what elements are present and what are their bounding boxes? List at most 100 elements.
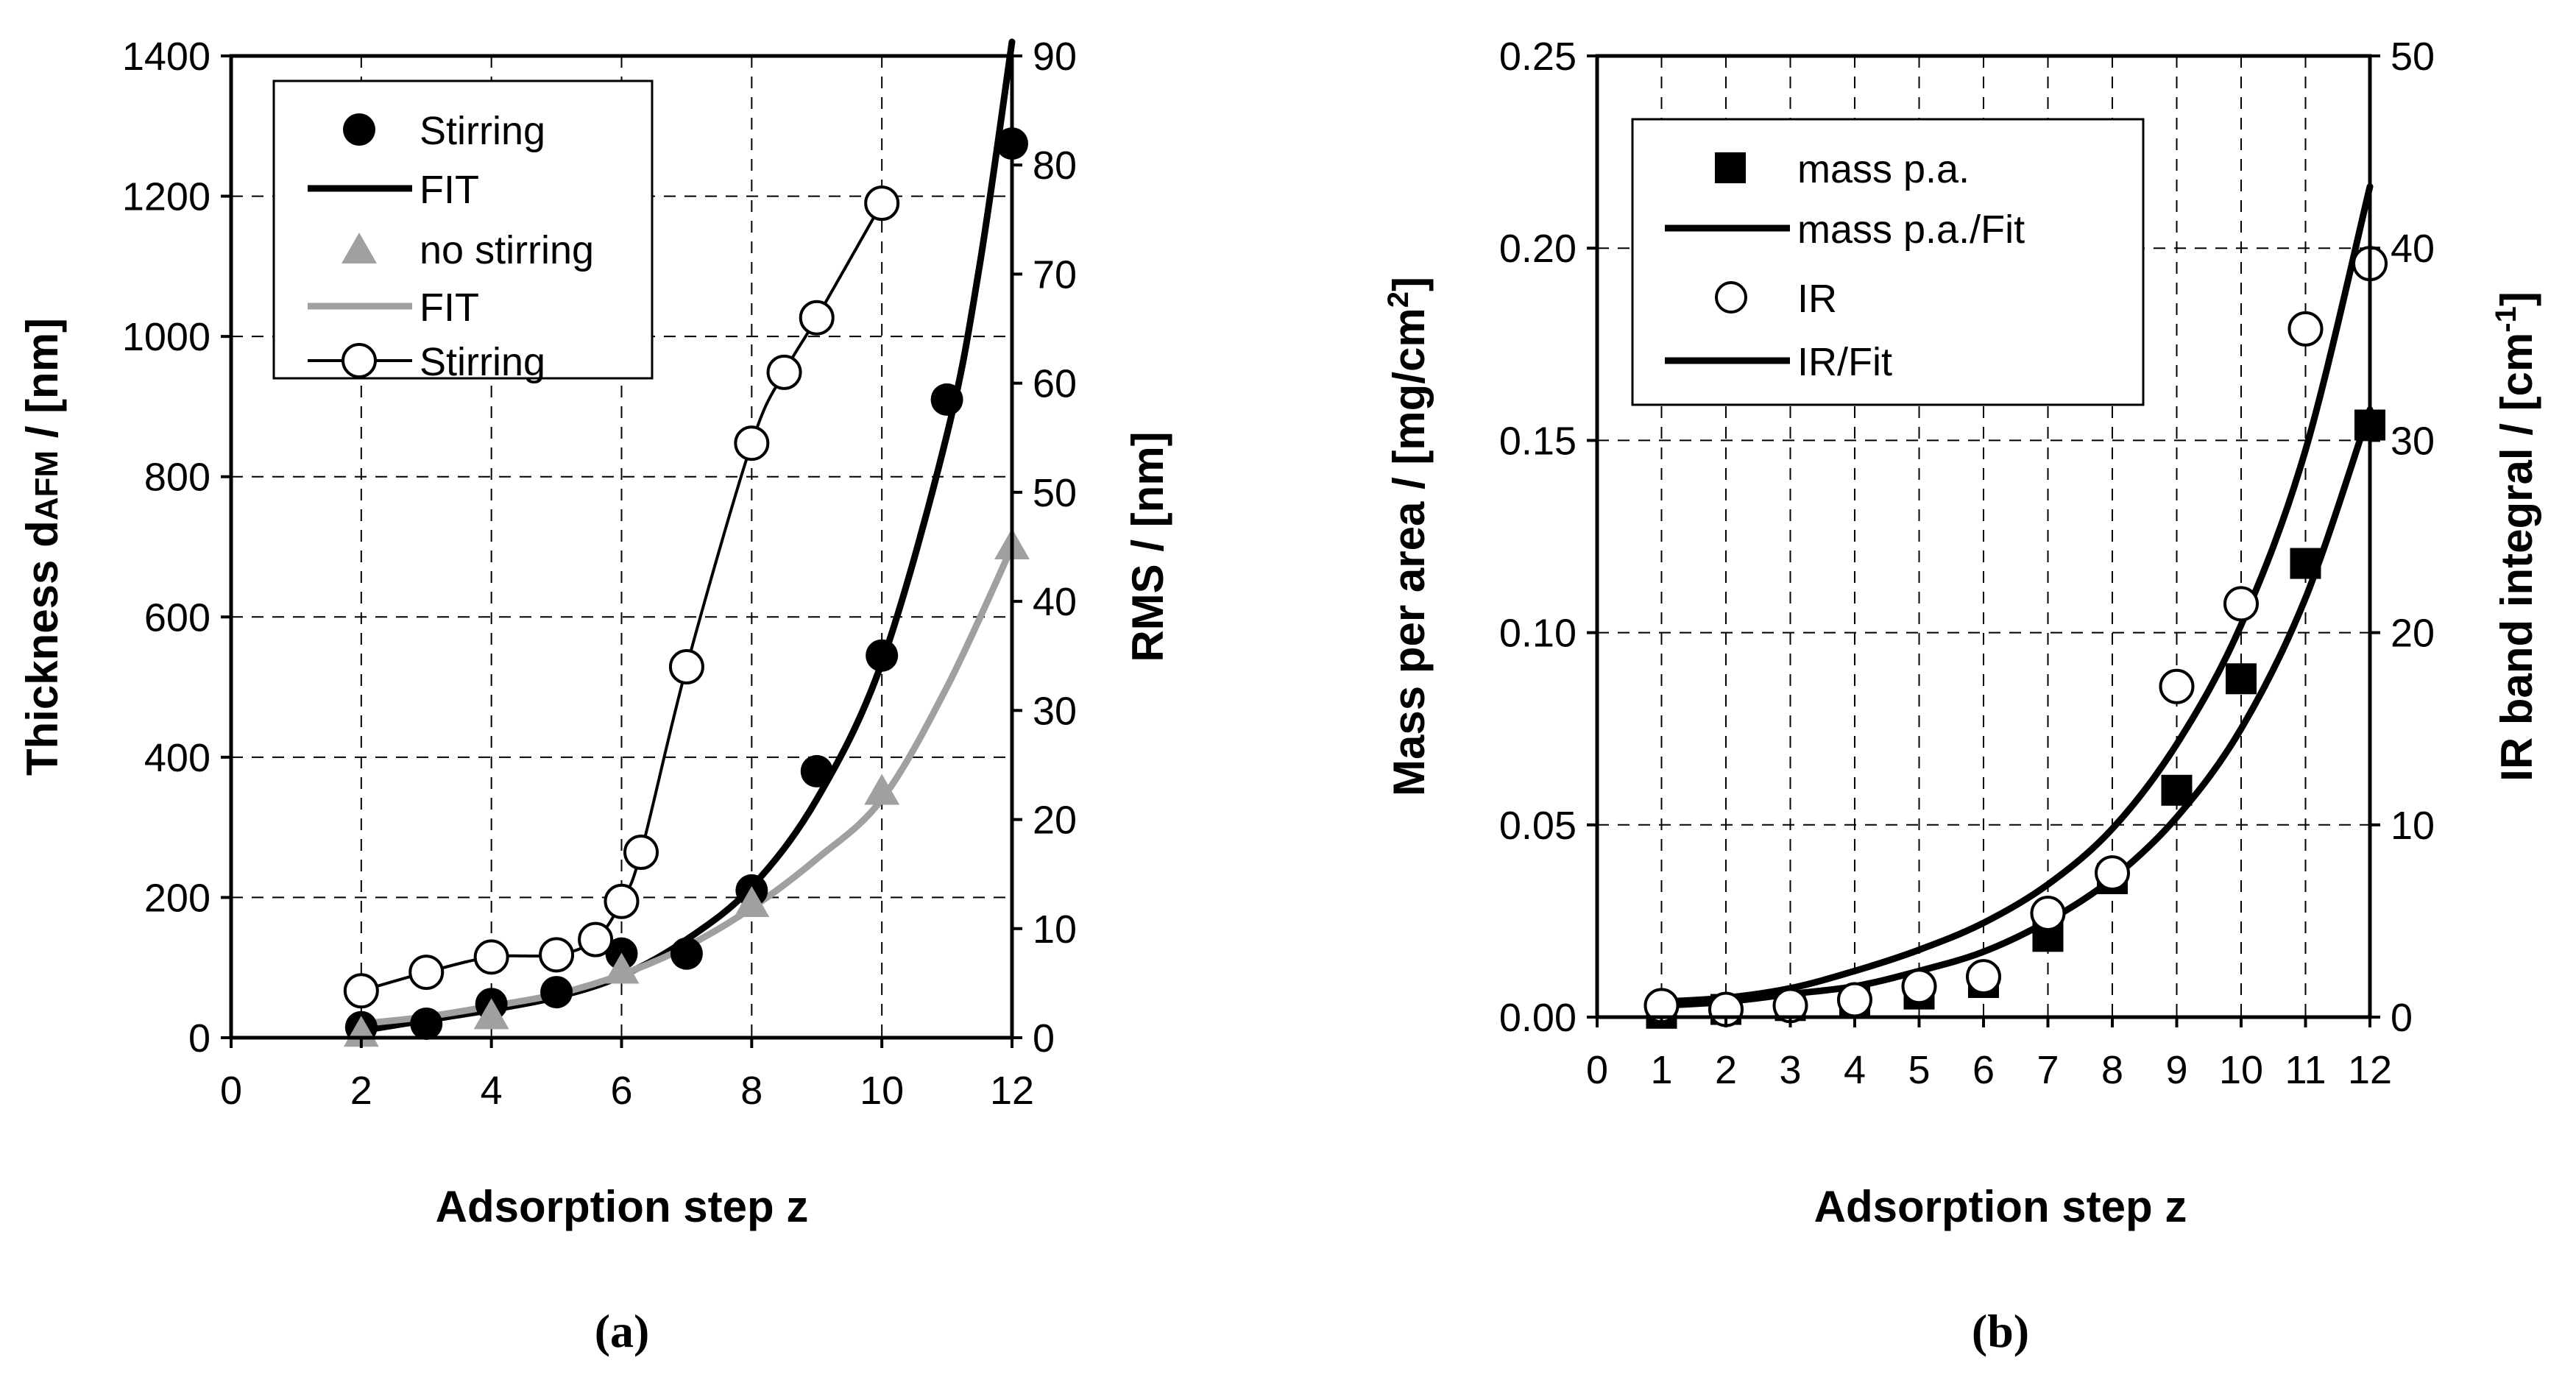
a-ytick-right-label-5: 50 [1033, 471, 1077, 515]
b-series-2-point-6 [2030, 895, 2066, 931]
legend-label-no-stirring: no stirring [420, 228, 594, 272]
a-xtick-label-6: 12 [990, 1069, 1034, 1113]
a-ytick-right-label-2: 20 [1033, 799, 1077, 843]
a-series-4-point-0 [343, 973, 379, 1009]
legend-label-mass: mass p.a. [1797, 147, 1970, 191]
b-xtick-label-1: 1 [1650, 1048, 1672, 1092]
legend-marker-no-stirring [342, 233, 377, 263]
legend-box-a [272, 79, 654, 380]
a-xtick-label-5: 10 [860, 1069, 904, 1113]
a-ytick-right-label-4: 40 [1033, 580, 1077, 624]
a-series-4-point-9 [766, 354, 802, 390]
b-xtick-label-9: 9 [2165, 1048, 2187, 1092]
a-xtick-label-4: 8 [740, 1069, 762, 1113]
y-axis-label-left-b: Mass per area / [mg/cm2] [1382, 277, 1434, 796]
b-series-2-point-8 [2159, 668, 2195, 704]
b-ytick-left-label-4: 0.20 [1499, 227, 1577, 271]
b-xtick-label-3: 3 [1779, 1048, 1801, 1092]
legend-marker-stirring [343, 113, 375, 146]
a-ytick-left-label-4: 800 [144, 456, 210, 500]
a-xtick-label-2: 4 [481, 1069, 503, 1113]
a-ytick-left-label-7: 1400 [122, 35, 210, 79]
a-series-0-point-3 [540, 976, 573, 1009]
a-series-4-point-8 [734, 425, 770, 461]
b-series-2-point-3 [1837, 982, 1872, 1018]
a-ytick-right-label-1: 10 [1033, 907, 1077, 952]
b-ytick-left-label-1: 0.05 [1499, 804, 1577, 848]
y-axis-label-left-a: Thickness dAFM / [nm] [18, 318, 67, 776]
a-series-0-point-5 [670, 937, 703, 970]
b-xtick-label-8: 8 [2101, 1048, 2123, 1092]
panel-b: 0 1 2 3 4 5 6 7 8 9 10 11 120.000.050.100.150.200.25… [1382, 35, 2541, 1357]
b-series-line-1 [1658, 406, 2374, 1009]
b-series-2-point-10 [2287, 311, 2324, 347]
a-series-2-point-2 [604, 952, 640, 984]
legend-label-stirring: Stirring [420, 109, 545, 153]
a-series-4-point-5 [604, 883, 640, 919]
legend-marker-ir [1715, 281, 1747, 314]
b-ytick-left-label-3: 0.15 [1499, 419, 1577, 463]
legend-marker-mass [1715, 152, 1746, 183]
x-axis-label-a: Adsorption step z [436, 1182, 809, 1231]
legend-label-stirring-rms: Stirring [420, 340, 545, 384]
b-ytick-left-label-5: 0.25 [1499, 35, 1577, 79]
b-ytick-right-label-1: 10 [2391, 804, 2435, 848]
panel-label-a: (a) [595, 1305, 650, 1357]
b-xtick-label-11: 11 [2285, 1048, 2326, 1092]
a-series-4-point-2 [473, 939, 509, 975]
legend-label-fit-gray: FIT [420, 286, 479, 330]
b-ytick-left-label-0: 0.00 [1499, 996, 1577, 1040]
a-xtick-label-0: 0 [220, 1069, 242, 1113]
b-xtick-label-0: 0 [1586, 1048, 1608, 1092]
b-ytick-left-label-2: 0.10 [1499, 612, 1577, 656]
a-series-4-point-10 [799, 300, 835, 336]
a-ytick-left-label-5: 1000 [122, 315, 210, 359]
b-xtick-label-2: 2 [1715, 1048, 1737, 1092]
y-axis-label-right-a: RMS / [nm] [1123, 431, 1172, 662]
legend-label-fit: FIT [420, 168, 479, 212]
b-ytick-right-label-5: 50 [2391, 35, 2435, 79]
legend-marker-stirring-rms [342, 343, 377, 378]
a-series-2-point-4 [864, 774, 900, 805]
a-series-0-point-7 [800, 754, 833, 787]
a-series-4-point-1 [408, 955, 445, 991]
b-xtick-label-12: 12 [2348, 1048, 2392, 1092]
a-ytick-left-label-2: 400 [144, 736, 210, 780]
a-series-2-point-3 [734, 885, 770, 917]
a-series-0-point-8 [866, 639, 899, 672]
b-xtick-label-5: 5 [1908, 1048, 1930, 1092]
a-series-4-point-4 [578, 921, 614, 957]
a-xtick-label-1: 2 [350, 1069, 372, 1113]
b-series-0-point-8 [2161, 774, 2193, 806]
b-series-line-3 [1658, 183, 2374, 1005]
b-series-0-point-10 [2290, 548, 2321, 579]
b-series-2-point-7 [2095, 855, 2130, 891]
a-ytick-left-label-3: 600 [144, 595, 210, 640]
b-series-0-point-9 [2226, 663, 2257, 695]
a-series-0-point-9 [930, 383, 963, 416]
a-ytick-right-label-0: 0 [1033, 1016, 1055, 1061]
a-xtick-label-3: 6 [610, 1069, 632, 1113]
b-ytick-right-label-4: 40 [2391, 227, 2435, 271]
a-ytick-right-label-3: 30 [1033, 689, 1077, 733]
b-xtick-label-10: 10 [2219, 1048, 2263, 1092]
a-ytick-left-label-6: 1200 [122, 175, 210, 219]
a-series-4-point-7 [668, 649, 704, 685]
legend-b: mass p.a. mass p.a./Fit IR IR/Fit [1631, 118, 2145, 406]
legend-label-ir: IR [1797, 277, 1837, 321]
legend-label-ir-fit: IR/Fit [1797, 340, 1892, 384]
b-xtick-label-6: 6 [1972, 1048, 1995, 1092]
b-series-2-point-4 [1901, 969, 1937, 1005]
a-series-4-point-6 [623, 835, 659, 871]
a-series-0-point-1 [410, 1007, 443, 1040]
b-ytick-right-label-3: 30 [2391, 419, 2435, 463]
b-series-2-point-9 [2223, 586, 2259, 622]
panel-a: 0 2 4 6 8 10 12 0 200 400 600 800 1000 1200 1400 0 10 20 3… [18, 35, 1172, 1357]
b-ytick-right-label-0: 0 [2391, 996, 2413, 1040]
b-ytick-right-label-2: 20 [2391, 612, 2435, 656]
legend-a: Stirring FIT no stirring FIT Stirring [272, 79, 654, 384]
a-ytick-right-label-7: 70 [1033, 252, 1077, 297]
a-ytick-right-label-9: 90 [1033, 35, 1077, 79]
legend-label-mass-fit: mass p.a./Fit [1797, 208, 2025, 252]
